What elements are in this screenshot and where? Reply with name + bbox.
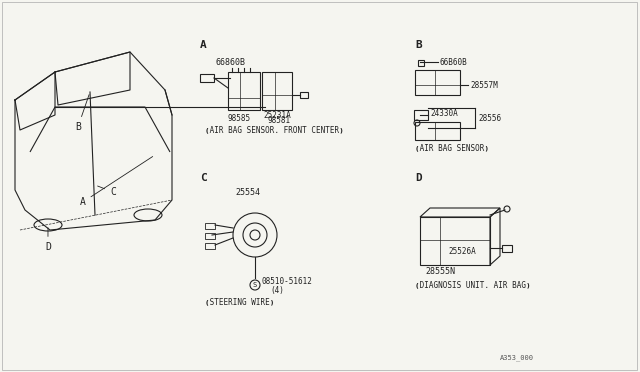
Text: A353_000: A353_000 xyxy=(500,355,534,361)
Text: 28556: 28556 xyxy=(478,113,501,122)
Text: 25526A: 25526A xyxy=(448,247,476,257)
Text: B: B xyxy=(75,94,89,132)
Text: ❪AIR BAG SENSOR❫: ❪AIR BAG SENSOR❫ xyxy=(415,144,489,153)
Text: 28557M: 28557M xyxy=(470,80,498,90)
Text: ❪AIR BAG SENSOR. FRONT CENTER❫: ❪AIR BAG SENSOR. FRONT CENTER❫ xyxy=(205,125,344,135)
Text: 24330A: 24330A xyxy=(430,109,458,118)
Text: 98581: 98581 xyxy=(268,115,291,125)
Text: 25554: 25554 xyxy=(235,187,260,196)
Text: 08510-51612: 08510-51612 xyxy=(262,278,313,286)
Text: A: A xyxy=(200,40,207,50)
Text: ❪DIAGNOSIS UNIT. AIR BAG❫: ❪DIAGNOSIS UNIT. AIR BAG❫ xyxy=(415,280,531,289)
Text: D: D xyxy=(45,228,51,252)
Text: D: D xyxy=(415,173,422,183)
Text: C: C xyxy=(200,173,207,183)
Text: 98585: 98585 xyxy=(228,113,251,122)
Text: 66B60B: 66B60B xyxy=(440,58,468,67)
Text: 66860B: 66860B xyxy=(215,58,245,67)
Text: C: C xyxy=(97,186,116,197)
Text: A: A xyxy=(80,157,153,207)
Text: S: S xyxy=(253,282,257,288)
Text: (4): (4) xyxy=(270,285,284,295)
Text: ❪STEERING WIRE❫: ❪STEERING WIRE❫ xyxy=(205,298,275,307)
Text: 25231A: 25231A xyxy=(263,110,291,119)
Text: 28555N: 28555N xyxy=(425,267,455,276)
Text: B: B xyxy=(415,40,422,50)
